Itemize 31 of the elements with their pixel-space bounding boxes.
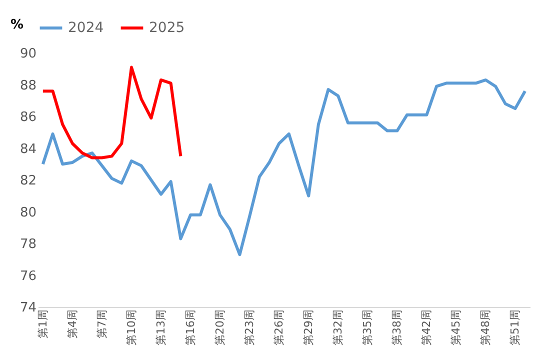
x-tick-label: 第26周 — [272, 310, 286, 346]
y-tick-label: 86 — [20, 110, 36, 125]
y-tick-label: 74 — [20, 300, 36, 316]
x-tick-label: 第1周 — [36, 310, 50, 338]
y-axis-title: % — [10, 18, 24, 32]
x-tick-label: 第38周 — [390, 310, 404, 346]
x-tick-label: 第7周 — [95, 310, 108, 338]
x-tick-label: 第23周 — [243, 310, 256, 346]
x-tick-label: 第42周 — [420, 310, 434, 346]
x-tick-label: 第4周 — [66, 310, 79, 338]
x-tick-label: 第32周 — [332, 310, 345, 346]
x-tick-label: 第48周 — [479, 310, 492, 346]
y-tick-label: 90 — [20, 46, 36, 62]
x-tick-label: 第16周 — [184, 310, 198, 346]
legend-label: 2024 — [68, 20, 104, 36]
x-tick-label: 第51周 — [508, 310, 522, 346]
legend-label: 2025 — [149, 20, 185, 36]
y-tick-label: 84 — [20, 142, 36, 157]
y-tick-label: 78 — [20, 237, 36, 252]
y-tick-label: 82 — [20, 174, 36, 188]
y-tick-label: 80 — [20, 205, 36, 220]
x-tick-label: 第13周 — [154, 310, 168, 346]
line-series — [41, 78, 527, 256]
x-tick-label: 第10周 — [124, 310, 138, 346]
y-tick-label: 76 — [20, 268, 36, 284]
x-tick-label: 第29周 — [302, 310, 316, 346]
x-tick-label: 第20周 — [214, 310, 227, 346]
x-tick-label: 第45周 — [450, 310, 463, 346]
y-tick-label: 88 — [20, 78, 36, 94]
line-series — [41, 66, 182, 160]
x-tick-label: 第35周 — [361, 310, 374, 346]
